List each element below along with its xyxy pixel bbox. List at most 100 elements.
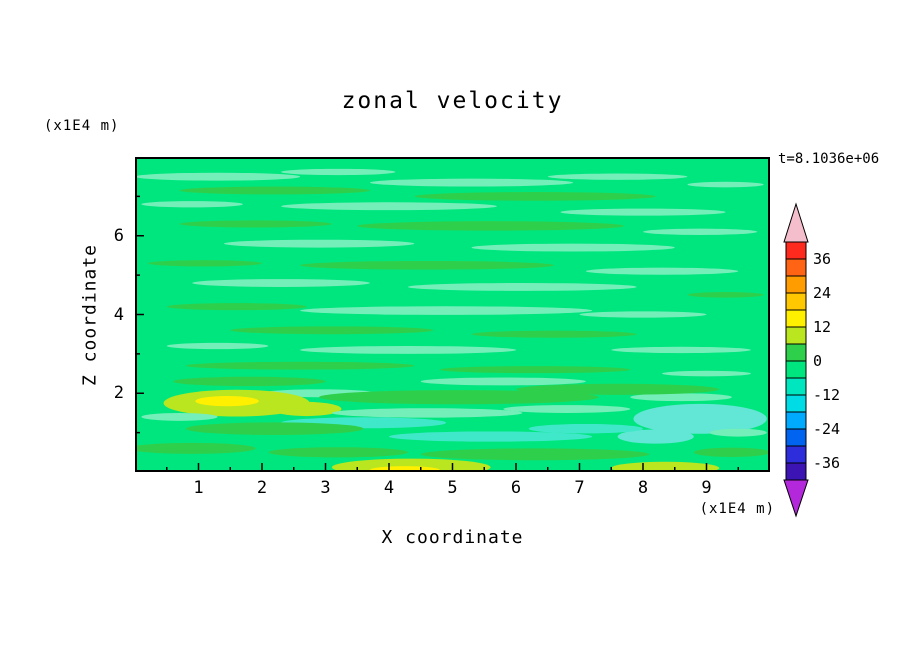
x-axis-tick-label: 8 [637,478,649,498]
colorbar-tick-label: 12 [813,318,832,336]
contour-blob [173,376,326,387]
x-axis-tick-label: 5 [447,478,458,498]
colorbar-under-arrow [783,479,809,518]
contour-plot-canvas [135,157,770,472]
plot-title: zonal velocity [341,88,564,114]
colorbar-segment [785,411,807,430]
contour-blob [369,178,574,187]
contour-blob [185,422,364,435]
contour-blob [166,342,269,350]
contour-blob [579,311,707,318]
contour-blob [135,172,301,181]
colorbar-segment [785,360,807,379]
contour-blob [633,403,767,434]
colorbar-tick-label: -24 [813,420,841,438]
z-axis-tick-label: 4 [113,304,124,325]
colorbar-segment [785,343,807,362]
x-axis-label: X coordinate [381,527,524,548]
x-axis-tick-label: 2 [256,478,268,498]
x-axis-tick-label: 7 [574,478,585,498]
colorbar-segment [785,377,807,396]
contour-blob [331,408,523,418]
contour-blob [141,412,218,421]
colorbar-segment [785,275,807,294]
contour-blob [135,442,256,454]
contour-blob [147,260,262,267]
contour-blob [420,377,586,386]
contour-blob [439,366,631,374]
x-axis-units-label: (x1E4 m) [699,501,775,517]
contour-blob [230,326,434,335]
contour-blob [271,401,342,417]
x-axis-tick-label: 9 [701,478,712,498]
z-axis-tick-label: 2 [113,383,124,404]
contour-blob [687,292,764,298]
contour-blob [611,461,720,472]
contour-blob [528,423,643,434]
contour-blob [585,267,739,275]
contour-blob [471,330,637,338]
contour-blob [547,173,688,180]
contour-blob [281,202,497,211]
x-axis-tick-label: 1 [193,478,204,498]
contour-blob [617,429,694,444]
colorbar-segment [785,326,807,345]
contour-blob [389,431,593,442]
contour-blob [408,283,637,291]
z-axis-tick-label: 6 [113,225,124,246]
contour-blob [319,390,599,405]
contour-blob [179,220,332,228]
contour-blob [185,361,415,370]
contour-blob [709,428,767,437]
contour-blob [179,186,370,195]
contour-blobs [135,168,770,472]
contour-blob [141,201,243,208]
colorbar-tick-label: 36 [813,250,832,268]
colorbar-segment [785,309,807,328]
contour-blob [331,458,491,472]
contour-blob [268,447,409,458]
contour-blob [611,346,751,354]
contour-blob [693,447,770,458]
colorbar-tick-label: 0 [813,352,823,370]
colorbar-segment [785,445,807,464]
colorbar-segment [785,428,807,447]
contour-blob [300,346,516,354]
contour-blob [166,303,307,311]
contour-blob [420,448,650,461]
contour-blob [560,208,726,216]
contour-blob [471,243,675,252]
plot-frame [135,157,770,472]
colorbar [782,200,812,520]
z-axis-units-label: (x1E4 m) [44,118,120,134]
colorbar-segment [785,241,807,260]
contour-blob [662,370,751,377]
colorbar-segment [785,258,807,277]
x-axis-tick-label: 4 [383,478,395,498]
contour-blob [643,228,758,235]
contour-blob [300,306,593,315]
contour-blob [192,279,370,287]
colorbar-segment [785,462,807,481]
colorbar-svg [783,202,809,518]
contour-field-svg [135,157,770,472]
contour-blob [281,168,396,176]
contour-blob [300,260,555,270]
colorbar-tick-label: -36 [813,454,841,472]
contour-blob [630,393,732,402]
x-axis-tick-label: 3 [320,478,331,498]
contour-blob [195,396,259,407]
colorbar-over-arrow [783,202,809,243]
colorbar-segment [785,292,807,311]
contour-blob [357,221,624,231]
x-axis-tick-label: 6 [510,478,522,498]
contour-blob [223,239,415,248]
colorbar-tick-label: -12 [813,386,841,404]
time-annotation: t=8.1036e+06 [778,151,880,167]
contour-blob [414,192,656,201]
contour-blob [516,383,720,395]
colorbar-segment [785,394,807,413]
contour-blob [503,405,631,413]
contour-blob [687,181,764,188]
